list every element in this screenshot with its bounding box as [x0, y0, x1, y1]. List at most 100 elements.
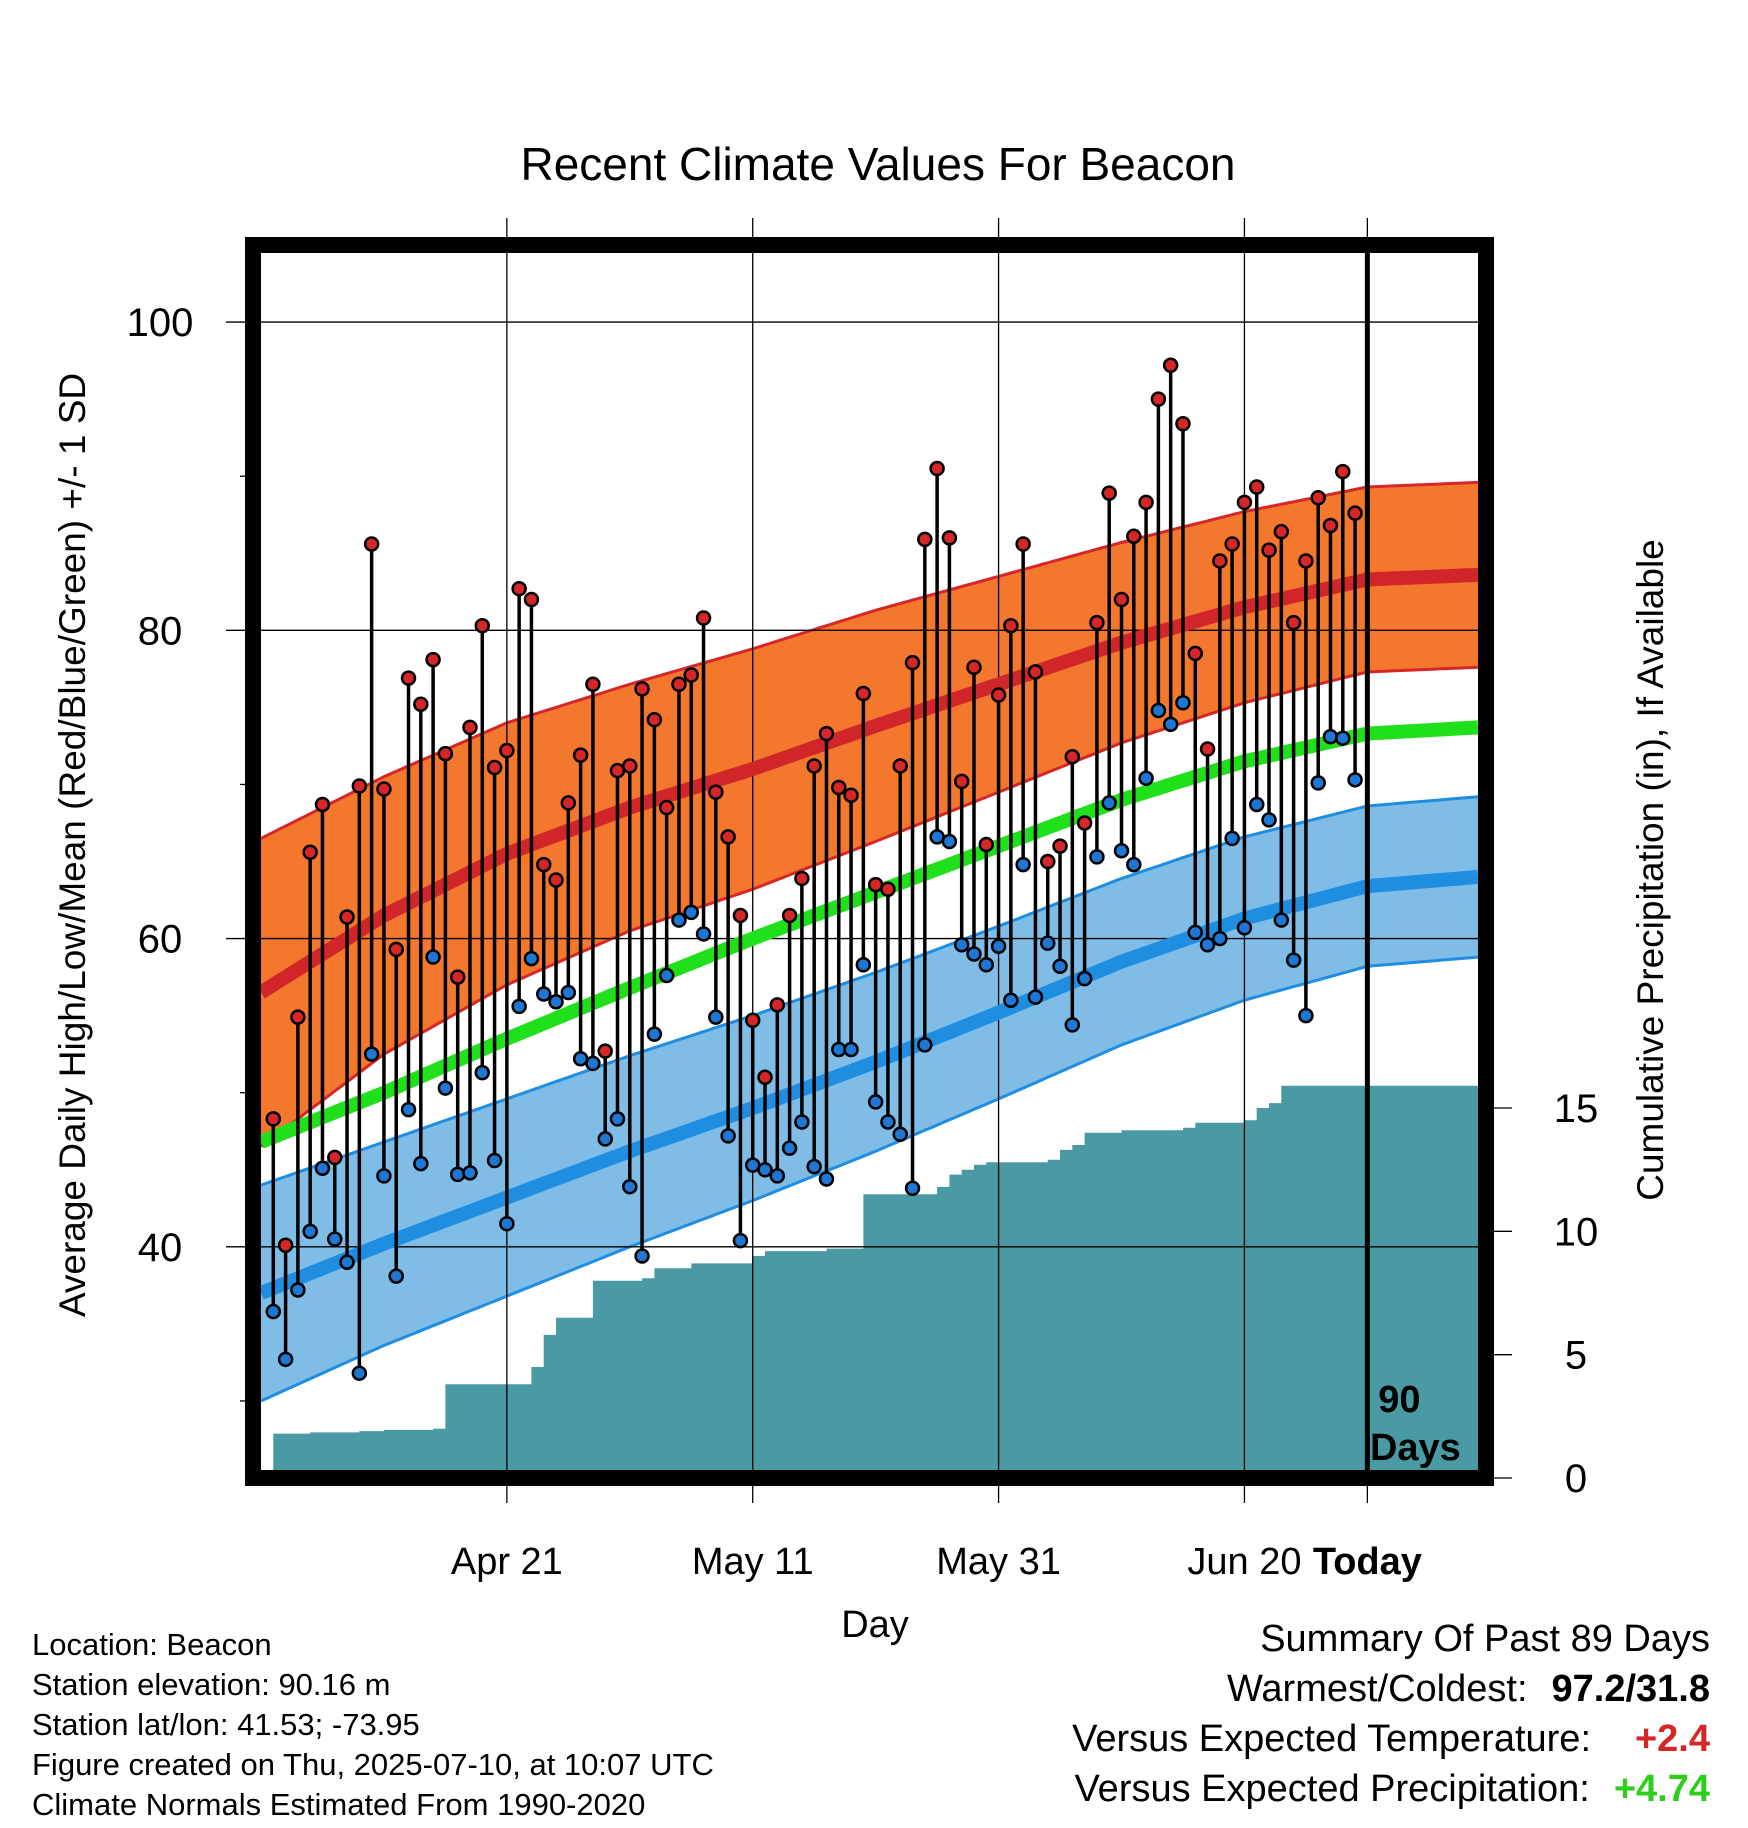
high-point [843, 787, 859, 803]
high-point [314, 796, 331, 813]
summary-panel: Summary Of Past 89 Days Warmest/Coldest:… [1072, 1614, 1710, 1814]
low-point [732, 1232, 749, 1249]
low-point [327, 1231, 343, 1247]
low-point [462, 1165, 478, 1181]
low-point [400, 1101, 417, 1118]
low-point [1285, 952, 1302, 968]
high-point [1003, 617, 1019, 634]
high-point [966, 659, 982, 676]
low-point [1101, 795, 1117, 811]
high-point [671, 676, 687, 693]
high-point [880, 881, 896, 897]
high-point [781, 907, 798, 924]
low-point [843, 1041, 859, 1058]
low-point [1236, 920, 1253, 936]
precip-row: Versus Expected Precipitation: +4.74 [1072, 1764, 1710, 1814]
low-point [781, 1140, 798, 1156]
low-point [302, 1223, 318, 1240]
high-point [1322, 517, 1339, 534]
elevation-text: Station elevation: 90.16 m [32, 1667, 391, 1702]
low-point [708, 1009, 724, 1025]
low-point [535, 986, 552, 1002]
low-point [1261, 812, 1277, 828]
x-tick-label: Jun 20 [1187, 1541, 1301, 1583]
high-point [695, 610, 712, 626]
location-text: Location: Beacon [32, 1627, 272, 1662]
high-point [683, 667, 700, 683]
high-point [978, 836, 995, 853]
low-point [1076, 970, 1093, 987]
low-point [1027, 989, 1044, 1005]
low-point [363, 1046, 380, 1062]
low-point [1052, 958, 1068, 975]
y2-axis-title: Cumulative Precipitation (in), If Availa… [1630, 539, 1671, 1201]
low-point [806, 1158, 822, 1175]
high-point [941, 530, 958, 546]
low-point [339, 1254, 355, 1270]
low-point [892, 1126, 908, 1143]
high-point [855, 685, 872, 702]
high-point [548, 872, 564, 888]
low-point [1039, 935, 1056, 951]
y-tick-label: 60 [138, 918, 183, 962]
high-point [929, 460, 945, 477]
warm-cold-value: 97.2/31.8 [1551, 1668, 1710, 1710]
high-point [1248, 479, 1265, 495]
high-point [990, 687, 1007, 703]
high-point [1212, 553, 1228, 569]
low-point [818, 1171, 835, 1187]
high-point [1175, 416, 1191, 432]
low-point [990, 938, 1007, 955]
low-point [794, 1114, 810, 1130]
low-point [757, 1162, 773, 1178]
low-point [720, 1128, 736, 1144]
high-point [462, 719, 478, 736]
high-point [622, 758, 638, 774]
low-point [548, 994, 564, 1010]
chart-title: Recent Climate Values For Beacon [520, 138, 1235, 190]
high-point [658, 799, 675, 816]
latlon-text: Station lat/lon: 41.53; -73.95 [32, 1707, 420, 1742]
low-point [941, 833, 958, 850]
high-point [425, 651, 441, 668]
low-point [1113, 842, 1130, 859]
low-point [1248, 796, 1265, 813]
low-point [1273, 912, 1290, 928]
low-point [1335, 730, 1351, 746]
high-point [1126, 528, 1142, 545]
low-point [511, 998, 527, 1015]
low-point [474, 1064, 491, 1081]
low-point [499, 1215, 515, 1232]
low-point [1162, 716, 1179, 733]
precip-value: +4.74 [1613, 1768, 1710, 1810]
high-point [1027, 664, 1044, 680]
high-point [400, 670, 417, 686]
low-point [1347, 772, 1363, 788]
y2-tick-label: 5 [1565, 1334, 1587, 1378]
low-point [437, 1080, 454, 1096]
x-tick-label: May 31 [936, 1541, 1061, 1583]
low-point [609, 1111, 626, 1127]
low-point [1089, 849, 1105, 865]
warm-cold-label: Warmest/Coldest: [1226, 1668, 1528, 1710]
low-sd-upper-edge [260, 795, 1479, 1187]
y-axis-title: Average Daily High/Low/Mean (Red/Blue/Gr… [52, 373, 93, 1317]
temp-row: Versus Expected Temperature: +2.4 [1072, 1714, 1710, 1764]
high-point [1089, 614, 1105, 631]
y2-tick-label: 15 [1554, 1087, 1599, 1131]
high-point [327, 1149, 343, 1166]
high-point [1199, 741, 1216, 757]
precip-label: Versus Expected Precipitation: [1074, 1768, 1590, 1810]
mean-line [258, 720, 1479, 1149]
high-point [363, 536, 380, 552]
low-point [265, 1303, 282, 1320]
high-point [732, 907, 749, 924]
high-point [572, 747, 589, 763]
high-point [720, 829, 736, 845]
low-point [1322, 728, 1339, 745]
high-point [486, 759, 503, 776]
high-point [831, 779, 847, 796]
daily-observations [265, 357, 1363, 1381]
low-point [277, 1351, 294, 1368]
high-point [1064, 748, 1081, 765]
